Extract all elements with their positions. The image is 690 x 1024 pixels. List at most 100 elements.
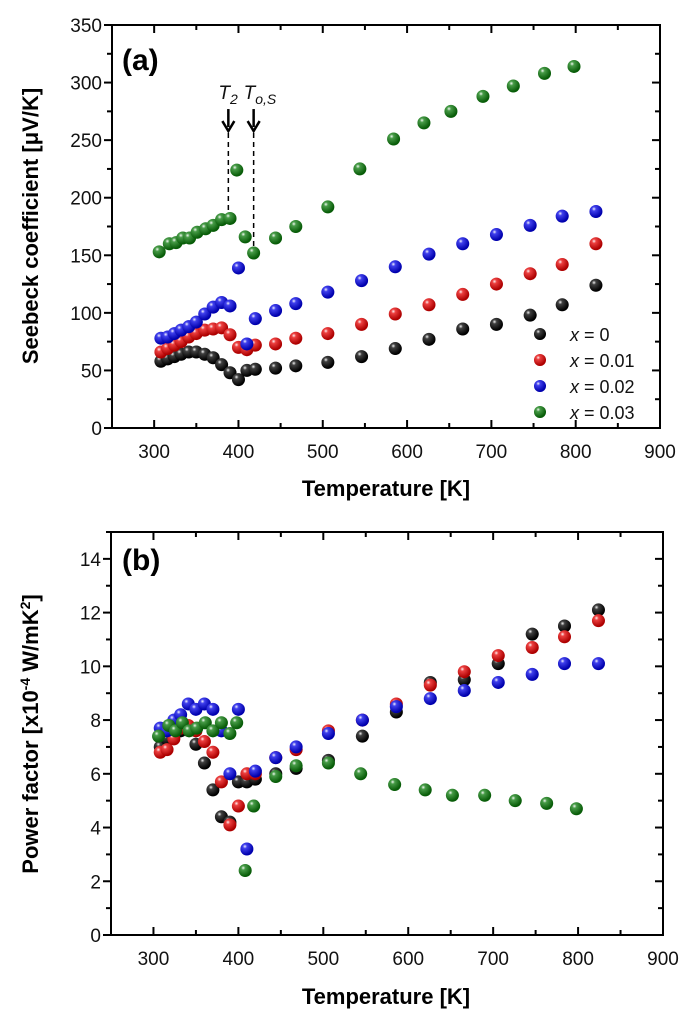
data-point — [247, 799, 261, 813]
data-point — [422, 332, 436, 346]
data-point — [355, 713, 369, 727]
data-point — [321, 285, 335, 299]
arrowhead-icon — [221, 120, 236, 134]
data-point — [223, 211, 237, 225]
data-point — [489, 277, 503, 291]
x-tick-label: 700 — [477, 949, 509, 970]
data-point — [197, 756, 211, 770]
data-point — [214, 775, 228, 789]
data-point — [269, 304, 283, 318]
legend-item: x = 0.02 — [534, 377, 635, 397]
data-point — [197, 735, 211, 749]
x-tick-label: 900 — [647, 949, 679, 970]
y-tick-label: 300 — [70, 74, 102, 95]
data-point — [567, 59, 581, 73]
y-tick-label: 200 — [70, 189, 102, 210]
data-points-b — [152, 603, 605, 878]
panel-label-b: (b) — [122, 544, 160, 577]
data-point — [456, 237, 470, 251]
data-point — [523, 267, 537, 281]
axis-ticks-b: 300 400 500 600 700 800 900 0 2 4 6 8 10 12 14 — [80, 531, 679, 970]
y-tick-label: 50 — [81, 361, 102, 382]
data-point — [247, 246, 261, 260]
data-point — [231, 261, 245, 275]
legend-label: x = 0 — [569, 325, 610, 345]
data-point — [223, 818, 237, 832]
data-point — [355, 350, 369, 364]
data-point — [491, 649, 505, 663]
x-tick-label: 300 — [138, 949, 170, 970]
annotation-label: T2 — [218, 83, 238, 107]
y-tick-label: 350 — [70, 16, 102, 37]
x-tick-label: 700 — [476, 442, 508, 463]
data-point — [445, 788, 459, 802]
data-point — [231, 373, 245, 387]
data-point — [223, 767, 237, 781]
data-point — [591, 614, 605, 628]
data-point — [537, 66, 551, 80]
data-point — [248, 312, 262, 326]
data-point — [569, 802, 583, 816]
data-point — [388, 778, 402, 792]
data-point — [457, 665, 471, 679]
data-point — [456, 287, 470, 301]
data-point — [206, 724, 220, 738]
data-point — [289, 331, 303, 345]
data-point — [223, 328, 237, 342]
data-point — [206, 745, 220, 759]
x-tick-label: 300 — [138, 442, 170, 463]
y-tick-label: 250 — [70, 131, 102, 152]
x-tick-label: 500 — [307, 442, 339, 463]
legend-item: x = 0.01 — [534, 351, 635, 371]
y-tick-label: 150 — [70, 246, 102, 267]
data-point — [525, 667, 539, 681]
y-tick-label: 12 — [80, 604, 101, 625]
y-tick-label: 2 — [90, 872, 101, 893]
data-point — [160, 743, 174, 757]
x-tick-label: 400 — [223, 949, 255, 970]
data-point — [489, 317, 503, 331]
data-point — [589, 278, 603, 292]
data-point — [525, 641, 539, 655]
panel-a: 300 400 500 600 700 800 900 0 50 100 150 200 250 300 3… — [18, 16, 676, 501]
data-point — [269, 337, 283, 351]
legend-label: x = 0.03 — [569, 403, 635, 423]
data-point — [555, 209, 569, 223]
data-point — [417, 116, 431, 130]
annotations-a: T2 To,S — [218, 83, 277, 253]
data-point — [489, 228, 503, 242]
data-point — [388, 342, 402, 356]
legend-label: x = 0.02 — [569, 377, 635, 397]
data-point — [321, 327, 335, 341]
data-point — [269, 751, 283, 765]
data-point — [230, 163, 244, 177]
data-point — [388, 260, 402, 274]
data-point — [240, 842, 254, 856]
data-point — [355, 317, 369, 331]
data-point — [557, 630, 571, 644]
axis-ticks-a: 300 400 500 600 700 800 900 0 50 100 150 200 250 300 3… — [70, 16, 676, 463]
data-point — [321, 355, 335, 369]
x-tick-label: 600 — [391, 442, 423, 463]
data-point — [248, 362, 262, 376]
data-point — [289, 740, 303, 754]
y-tick-label: 6 — [90, 765, 101, 786]
data-point — [214, 716, 228, 730]
y-tick-label: 14 — [80, 550, 102, 571]
data-point — [491, 675, 505, 689]
data-point — [230, 716, 244, 730]
x-tick-label: 500 — [307, 949, 339, 970]
data-point — [354, 767, 368, 781]
data-point — [355, 729, 369, 743]
legend-item: x = 0.03 — [534, 403, 635, 423]
data-point — [523, 218, 537, 232]
y-axis-label-a: Seebeck coefficient [μV/K] — [18, 88, 43, 364]
data-point — [389, 700, 403, 714]
data-point — [289, 359, 303, 373]
y-axis-label-b: Power factor [x10-4 W/mK2] — [17, 594, 43, 873]
data-point — [215, 358, 229, 372]
data-point — [388, 307, 402, 321]
legend-item: x = 0 — [534, 325, 610, 345]
y-tick-label: 4 — [90, 819, 101, 840]
panel-label-a: (a) — [122, 44, 159, 77]
